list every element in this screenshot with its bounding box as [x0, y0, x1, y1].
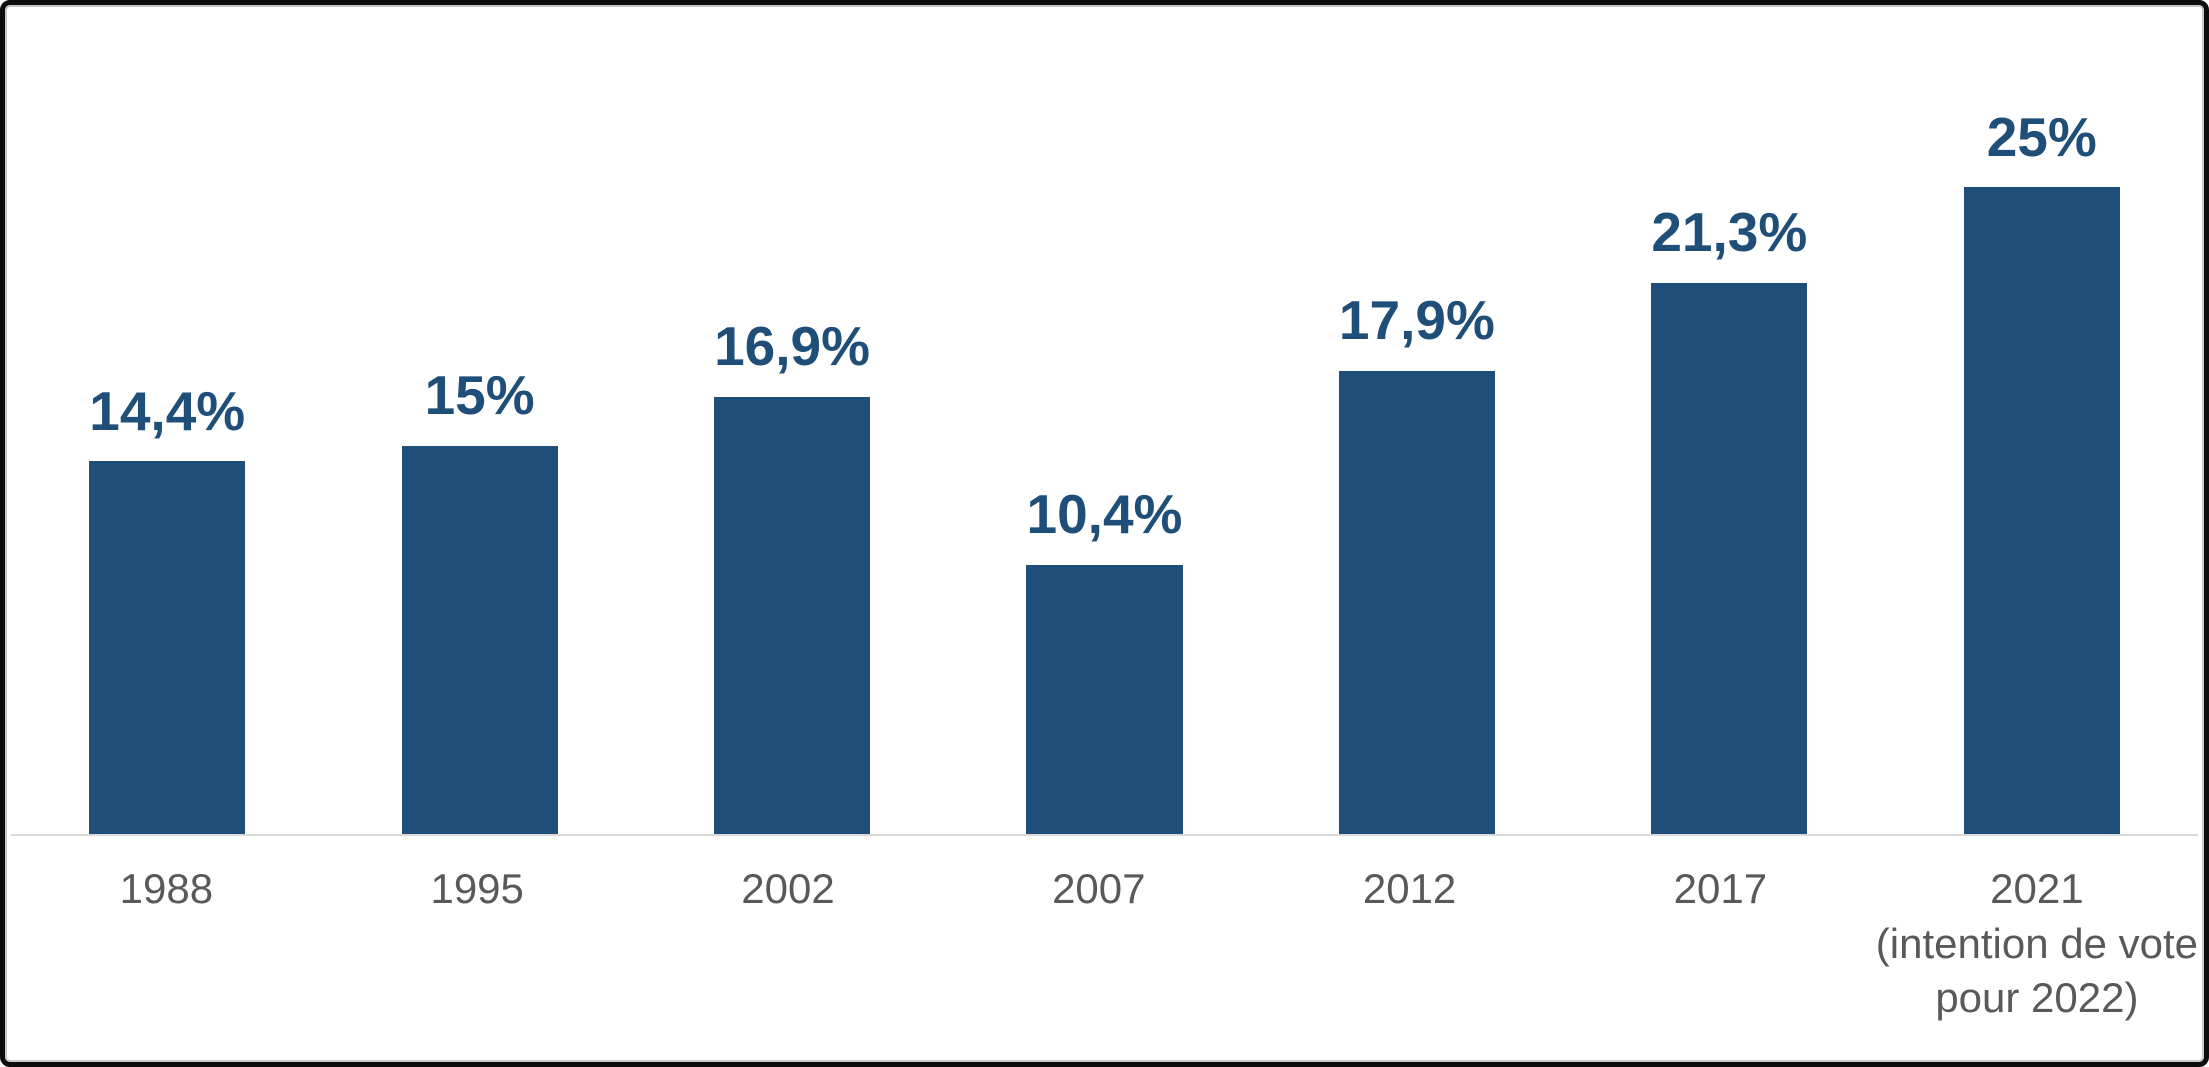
bar: [1651, 282, 1808, 834]
bar: [713, 396, 871, 834]
x-axis-label-2007: 2007: [943, 836, 1254, 1056]
bar-group-2002: 16,9%: [636, 11, 948, 834]
bar-value-label: 15%: [424, 364, 535, 427]
bar: [1963, 187, 2120, 834]
x-axis-labels: 1988 1995 2002 2007 2012 2017 2021 (inte…: [11, 836, 2198, 1056]
bar: [1026, 564, 1183, 834]
bar-group-2021: 25%: [1886, 11, 2198, 834]
bar: [1338, 370, 1495, 834]
bar-group-1988: 14,4%: [11, 11, 323, 834]
bar-group-2012: 17,9%: [1261, 11, 1573, 834]
x-axis-label-year: 2017: [1673, 865, 1768, 912]
bar: [89, 461, 246, 834]
bar: [401, 445, 558, 834]
plot-area: 14,4% 15% 16,9% 10,4% 17,9% 21,3%: [11, 11, 2198, 834]
x-axis-label-year: 1995: [430, 865, 524, 912]
x-axis-label-year: 2007: [1052, 865, 1146, 912]
x-axis-label-year: 1988: [119, 865, 214, 912]
x-axis-label-2002: 2002: [633, 836, 944, 1056]
x-axis-label-1995: 1995: [322, 836, 633, 1056]
bar-value-label: 10,4%: [1026, 483, 1183, 546]
x-axis-label-subline: pour 2022): [1935, 974, 2139, 1022]
x-axis-label-2021: 2021 (intention de vote pour 2022): [1876, 836, 2198, 1056]
bar-value-label: 17,9%: [1338, 289, 1495, 352]
bar-value-label: 16,9%: [714, 315, 871, 378]
x-axis-label-1988: 1988: [11, 836, 322, 1056]
x-axis-label-subline: (intention de vote: [1875, 919, 2198, 967]
bar-value-label: 25%: [1986, 105, 2097, 168]
x-axis-line: [11, 834, 2198, 836]
bar-group-2017: 21,3%: [1573, 11, 1885, 834]
x-axis-label-2017: 2017: [1565, 836, 1876, 1056]
chart-frame-inner-border: [5, 5, 2204, 1062]
x-axis-label-year: 2002: [741, 865, 835, 912]
bar-value-label: 14,4%: [89, 379, 246, 442]
x-axis-label-year: 2012: [1362, 865, 1457, 912]
bar-group-2007: 10,4%: [948, 11, 1260, 834]
x-axis-label-year: 2021: [1990, 865, 2084, 912]
x-axis-label-2012: 2012: [1254, 836, 1565, 1056]
bar-chart: 14,4% 15% 16,9% 10,4% 17,9% 21,3%: [11, 11, 2198, 1056]
bar-value-label: 21,3%: [1651, 201, 1808, 264]
bar-group-1995: 15%: [323, 11, 635, 834]
